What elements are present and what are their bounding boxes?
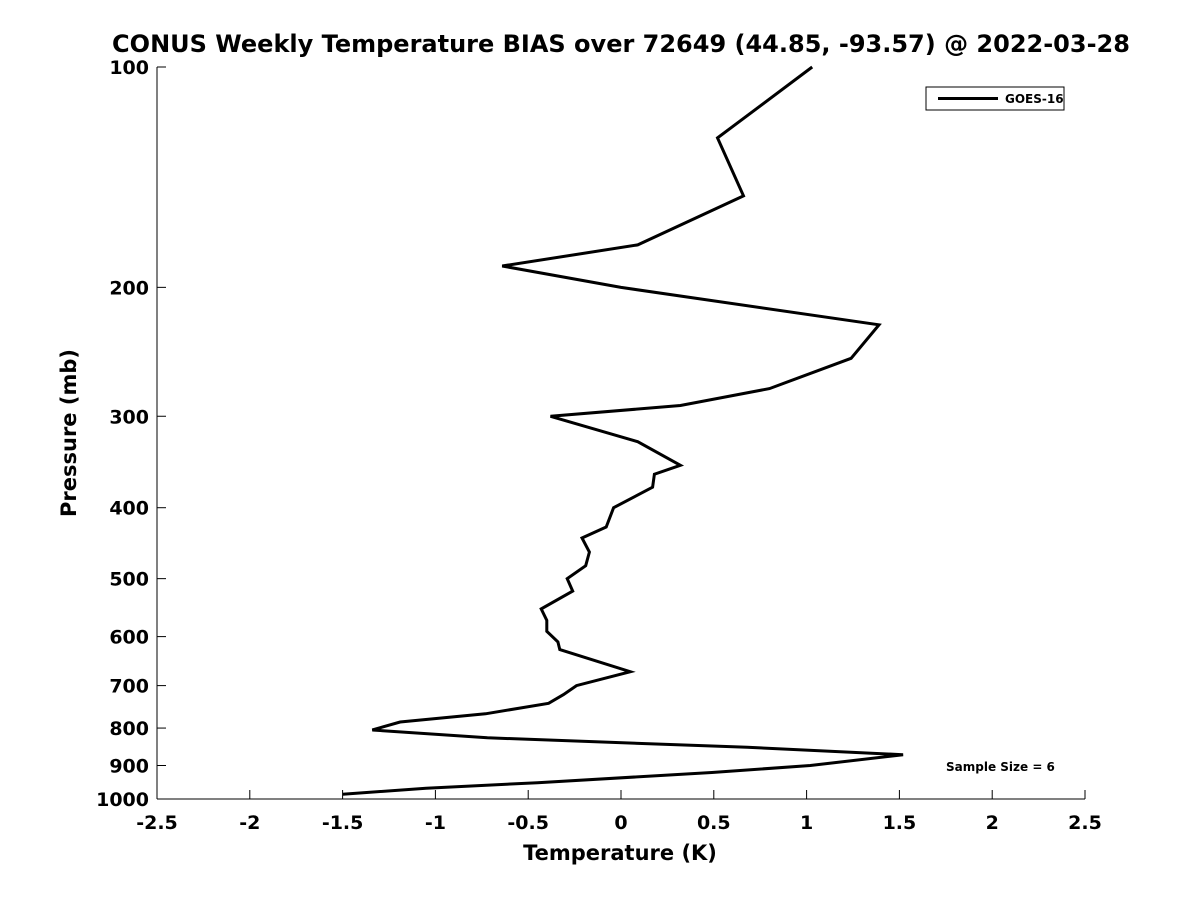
x-axis-label: Temperature (K) [523, 841, 717, 865]
y-tick-label: 400 [109, 498, 149, 520]
sample-size-annotation: Sample Size = 6 [946, 760, 1055, 774]
x-tick-label: -0.5 [507, 812, 549, 834]
y-axis-label: Pressure (mb) [57, 349, 81, 517]
x-tick-label: 1.5 [883, 812, 917, 834]
x-tick-label: 0 [614, 812, 627, 834]
x-tick-label: -2.5 [136, 812, 178, 834]
y-tick-label: 600 [109, 627, 149, 649]
x-tick-label: 2.5 [1068, 812, 1102, 834]
y-tick-label: 800 [109, 718, 149, 740]
y-tick-label: 1000 [96, 789, 149, 811]
y-tick-label: 500 [109, 569, 149, 591]
y-tick-label: 100 [109, 57, 149, 79]
x-tick-label: -1.5 [322, 812, 364, 834]
x-tick-label: 0.5 [697, 812, 731, 834]
y-tick-label: 300 [109, 406, 149, 428]
y-tick-label: 200 [109, 277, 149, 299]
legend: GOES-16 [925, 86, 1065, 111]
x-tick-label: 1 [800, 812, 813, 834]
series-line-goes-16 [342, 65, 904, 796]
legend-label-goes-16: GOES-16 [1005, 92, 1064, 106]
x-tick-label: -1 [425, 812, 446, 834]
chart-title: CONUS Weekly Temperature BIAS over 72649… [112, 30, 1130, 58]
x-tick-label: 2 [986, 812, 999, 834]
x-tick-label: -2 [239, 812, 260, 834]
y-tick-label: 700 [109, 676, 149, 698]
y-tick-label: 900 [109, 756, 149, 778]
